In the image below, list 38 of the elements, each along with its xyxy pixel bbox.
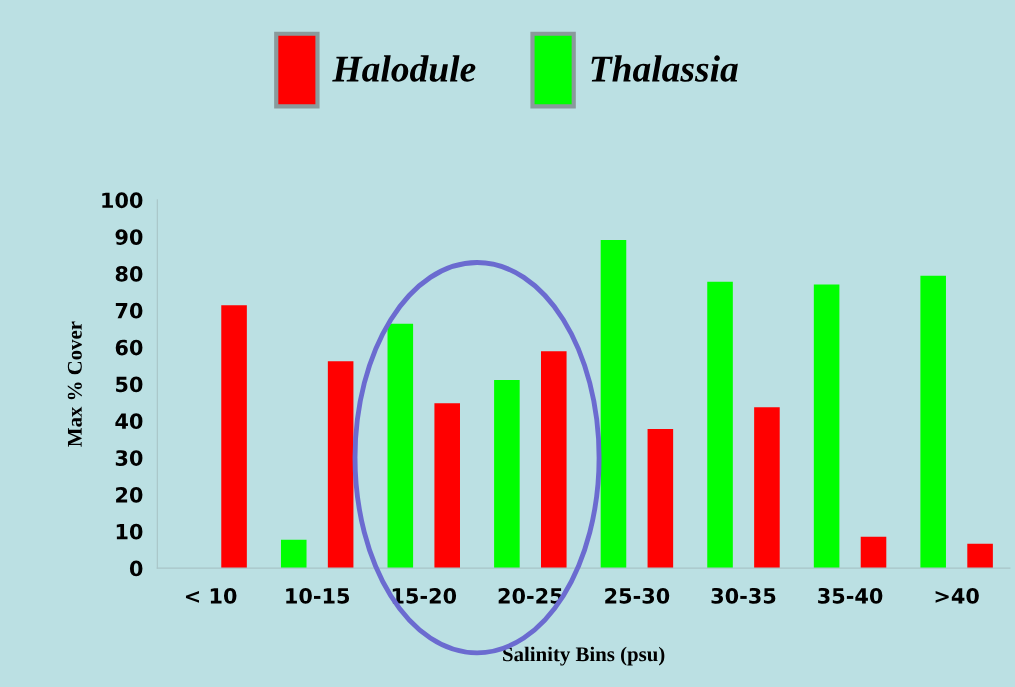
bar [541, 351, 567, 569]
y-tick-label: 70 [115, 302, 143, 319]
legend-label: Thalassia [591, 55, 738, 82]
x-tick-label: >40 [935, 587, 979, 604]
bar [494, 379, 520, 569]
x-tick-label: 10-15 [286, 587, 350, 604]
bar [221, 305, 247, 569]
y-tick-label: 50 [116, 376, 143, 393]
bar [600, 240, 627, 569]
bar [387, 323, 414, 569]
y-tick-label: 30 [115, 450, 143, 466]
x-tick-label: < 10 [185, 587, 237, 604]
y-tick-label: 90 [115, 229, 143, 245]
y-tick-label: 100 [102, 192, 143, 209]
bar [754, 407, 780, 569]
bar [647, 428, 674, 569]
bar [280, 539, 307, 569]
x-axis-title: Salinity Bins (psu) [503, 646, 665, 666]
y-tick-label: 10 [116, 523, 143, 540]
bar [920, 275, 946, 569]
legend-label: Halodule [332, 55, 476, 82]
bar [434, 403, 460, 569]
y-tick-label: 80 [115, 266, 143, 282]
y-tick-label: 0 [129, 560, 143, 577]
y-tick-label: 60 [115, 339, 143, 356]
bar [327, 361, 354, 569]
y-tick-label: 40 [115, 413, 143, 430]
x-tick-label: 35-40 [818, 587, 883, 604]
y-axis-title: Max % Cover [67, 321, 82, 447]
x-tick-label: 20-25 [498, 587, 563, 604]
bar [860, 536, 887, 569]
x-tick-label: 25-30 [605, 587, 670, 604]
bar [967, 543, 993, 569]
y-tick-label: 20 [116, 486, 143, 503]
bar [813, 284, 840, 569]
x-tick-label: 15-20 [392, 587, 457, 604]
bar [707, 281, 733, 569]
x-tick-label: 30-35 [711, 587, 776, 604]
